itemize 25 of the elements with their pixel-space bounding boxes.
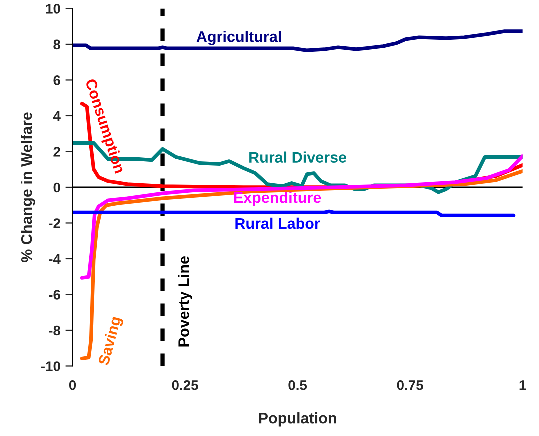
series-label: Rural Labor: [236, 218, 320, 230]
y-tick-label: 0: [54, 182, 60, 193]
y-tick-label: -4: [49, 254, 61, 264]
series-label: Rural Diverse: [250, 152, 347, 163]
x-tick-label: 0.75: [397, 380, 424, 390]
y-axis-title: % Change in Welfare: [21, 112, 36, 263]
y-tick-label: 6: [54, 76, 60, 86]
x-tick-label: 0.25: [172, 380, 198, 390]
ref-line-label: Poverty Line: [178, 256, 192, 347]
y-tick-label: -8: [49, 326, 61, 336]
y-tick-label: -6: [49, 290, 60, 300]
y-tick-label: 10: [46, 4, 60, 14]
line-series: [72, 30, 523, 52]
y-tick-label: -10: [41, 362, 60, 372]
text: Saving: [98, 316, 124, 367]
x-tick-label: 0.5: [288, 380, 308, 390]
x-tick-label: 1: [520, 380, 526, 390]
y-tick-label: -2: [49, 218, 60, 228]
y-tick-label: 4: [53, 111, 61, 122]
x-tick-label: 0: [69, 380, 76, 390]
y-tick-label: 8: [54, 40, 61, 50]
y-tick-label: 2: [54, 147, 60, 157]
series-label: Expenditure: [234, 192, 322, 206]
x-axis-title: Population: [259, 412, 336, 427]
series-label: Agricultural: [196, 31, 282, 46]
